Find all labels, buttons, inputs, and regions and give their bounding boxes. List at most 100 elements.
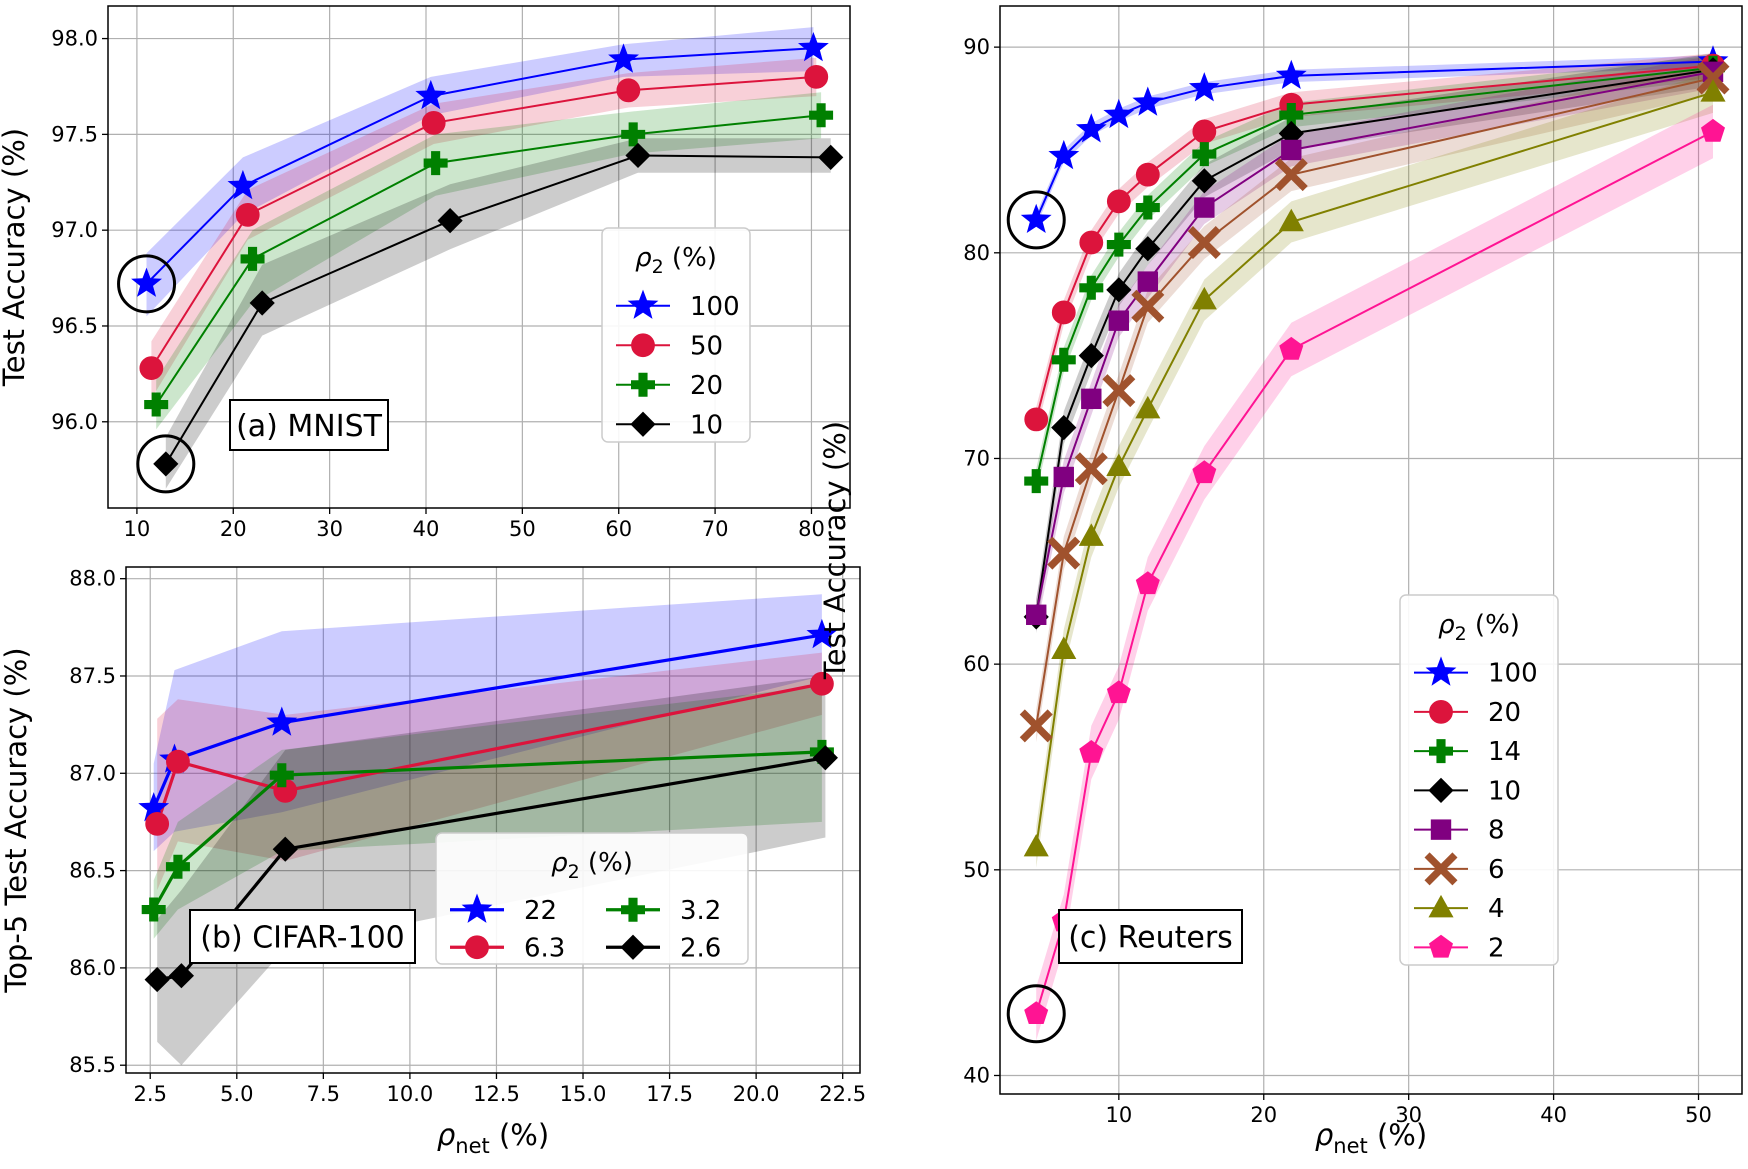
x-tick-label: 17.5 xyxy=(646,1082,693,1106)
point-14 xyxy=(1135,195,1160,220)
x-tick-label: 80 xyxy=(798,517,825,541)
series-line-6.3 xyxy=(155,682,823,825)
y-tick-label: 80 xyxy=(963,241,990,265)
point-14 xyxy=(1024,469,1049,494)
point-100 xyxy=(1075,113,1107,143)
legend-label: 2.6 xyxy=(680,933,721,963)
legend: ρ2 (%) 100 50 20 10 xyxy=(601,227,751,443)
legend-item-2: 2 xyxy=(1414,933,1505,963)
point-20 xyxy=(809,103,834,128)
legend-title: ρ2 (%) xyxy=(551,848,633,883)
point-4 xyxy=(1700,79,1726,102)
series-line-20 xyxy=(1035,64,1714,420)
legend-item-22: 22 xyxy=(450,893,557,926)
legend-item-6: 6 xyxy=(1414,852,1505,886)
point-6 xyxy=(1019,709,1053,743)
legend-label: 10 xyxy=(690,410,723,440)
legend-item-4: 4 xyxy=(1414,894,1505,924)
x-tick-label: 10 xyxy=(124,517,151,541)
axes-frame xyxy=(107,5,851,509)
point-14 xyxy=(1279,103,1304,128)
point-4 xyxy=(1106,453,1132,476)
y-tick-label: 90 xyxy=(963,35,990,59)
point-100 xyxy=(1048,139,1080,170)
point-14 xyxy=(1079,275,1104,300)
point-6 xyxy=(1047,536,1081,570)
band-6.3 xyxy=(157,652,822,891)
panel-annotation: (a) MNIST xyxy=(236,409,383,444)
y-tick-label: 97.0 xyxy=(51,218,98,242)
band-100 xyxy=(146,27,814,317)
y-tick-label: 86.0 xyxy=(69,956,116,980)
point-3.2 xyxy=(141,897,166,922)
legend-marker-14 xyxy=(1429,739,1453,764)
point-100 xyxy=(1020,203,1052,233)
legend-item-14: 14 xyxy=(1414,737,1521,767)
point-20 xyxy=(1024,407,1049,432)
point-4 xyxy=(1135,395,1161,419)
legend-marker-3.2 xyxy=(621,897,645,922)
legend-marker-10 xyxy=(1428,777,1454,803)
x-tick-label: 22.5 xyxy=(819,1082,866,1106)
point-100 xyxy=(1132,86,1164,116)
point-100 xyxy=(1103,98,1135,129)
plot-area xyxy=(145,27,831,489)
point-100 xyxy=(608,43,639,73)
point-2.6 xyxy=(144,966,170,993)
point-100 xyxy=(1275,59,1307,89)
point-8 xyxy=(1194,197,1215,218)
point-10 xyxy=(1078,343,1104,369)
point-6 xyxy=(1131,289,1165,323)
point-10 xyxy=(1051,415,1077,441)
y-tick-label: 96.0 xyxy=(51,410,98,434)
y-tick-label: 40 xyxy=(963,1063,990,1087)
y-tick-label: 85.5 xyxy=(69,1053,116,1077)
panel-reuters: 10 20 30 40 50 40 50 60 70 80 90 Test Accuracy (%) ρ… xyxy=(818,5,1743,1158)
highlight-circle xyxy=(136,434,196,494)
legend-item-100: 100 xyxy=(616,289,740,322)
legend-label: 6 xyxy=(1488,855,1505,885)
series-line-4 xyxy=(1035,91,1714,848)
legend-marker-100 xyxy=(1425,656,1457,686)
legend-marker-22 xyxy=(461,893,493,923)
point-6.3 xyxy=(166,749,190,774)
series-line-22 xyxy=(152,633,823,809)
panel-annotation: (b) CIFAR-100 xyxy=(200,921,405,956)
point-8 xyxy=(1281,139,1302,161)
point-6.3 xyxy=(810,671,834,696)
x-tick-label: 5.0 xyxy=(220,1082,253,1106)
point-100 xyxy=(131,267,162,297)
x-tick-label: 50 xyxy=(509,517,536,541)
legend-label: 8 xyxy=(1488,816,1505,846)
x-tick-label: 10 xyxy=(1105,1103,1132,1127)
x-tick-label: 40 xyxy=(413,517,440,541)
point-2.6 xyxy=(812,745,838,771)
x-tick-label: 7.5 xyxy=(307,1082,340,1106)
legend-label: 2 xyxy=(1488,933,1505,963)
point-2.6 xyxy=(272,836,298,862)
x-tick-label: 40 xyxy=(1540,1103,1567,1127)
x-tick-label: 12.5 xyxy=(473,1082,520,1106)
legend-item-20: 20 xyxy=(1414,698,1521,728)
legend-label: 14 xyxy=(1488,737,1521,767)
series-line-10 xyxy=(1035,68,1714,617)
y-tick-label: 87.0 xyxy=(69,761,116,785)
panel-mnist: 10 20 30 40 50 60 70 80 96.0 96.5 97.0 97.5 98.0 Test… xyxy=(0,5,851,541)
point-10 xyxy=(153,451,179,477)
point-2 xyxy=(1024,1001,1049,1024)
highlight-circle xyxy=(1006,984,1066,1044)
point-10 xyxy=(249,290,275,316)
band-20 xyxy=(156,92,822,430)
point-2 xyxy=(1192,460,1217,484)
axes-frame xyxy=(999,5,1743,1095)
series-line-3.2 xyxy=(152,750,822,911)
y-tick-label: 60 xyxy=(963,652,990,676)
point-8 xyxy=(1108,310,1130,331)
legend-marker-100 xyxy=(627,289,659,319)
y-tick-label: 97.5 xyxy=(51,122,98,146)
x-tick-label: 20.0 xyxy=(733,1082,780,1106)
point-20 xyxy=(1192,119,1217,144)
point-20 xyxy=(423,151,448,176)
legend-item-10: 10 xyxy=(1414,776,1521,806)
point-10 xyxy=(1278,120,1304,147)
